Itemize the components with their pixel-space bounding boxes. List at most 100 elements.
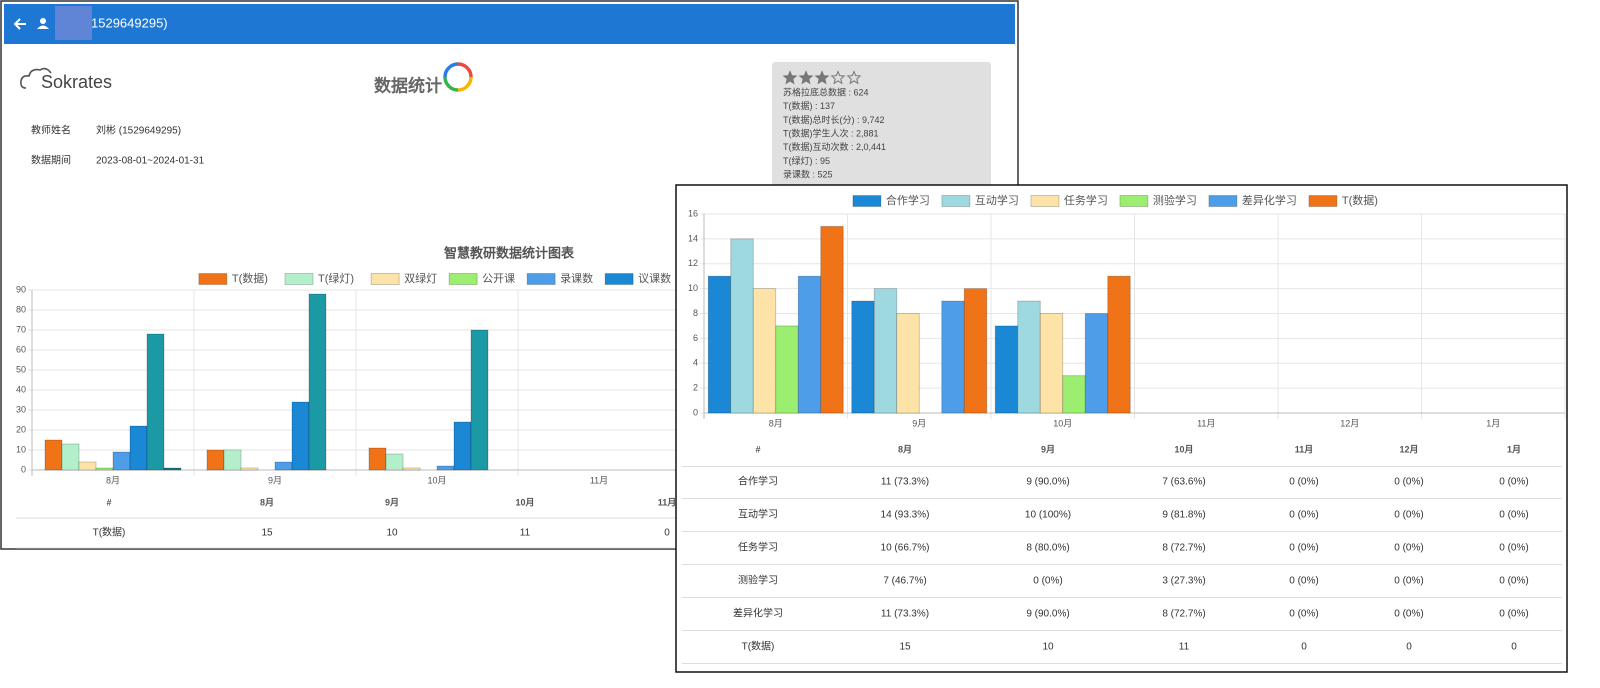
legend-label: 议课数 (638, 272, 671, 285)
table-cell: 9 (81.8%) (1162, 510, 1205, 521)
table-cell: 0 (0%) (1499, 576, 1528, 587)
bar (240, 467, 259, 471)
app-bar (4, 4, 1015, 44)
legend-label: T(数据) (1342, 193, 1378, 207)
bar (112, 451, 131, 471)
y-tick-label: 50 (16, 364, 26, 374)
table-cell: 10 (66.7%) (881, 543, 930, 554)
legend-swatch (526, 273, 556, 285)
table-cell: 0 (0%) (1499, 609, 1528, 620)
bar (994, 325, 1019, 414)
table-header: 9月 (385, 497, 399, 507)
table-cell: 0 (0%) (1033, 576, 1062, 587)
bar (146, 333, 165, 471)
y-tick-label: 10 (688, 283, 698, 293)
bar (61, 443, 80, 471)
y-tick-label: 6 (693, 333, 698, 343)
table-cell: 0 (0%) (1289, 543, 1318, 554)
y-tick-label: 90 (16, 284, 26, 294)
x-tick-label: 11月 (590, 475, 608, 485)
bar (941, 300, 965, 414)
bar (963, 288, 988, 414)
table-cell: 测验学习 (738, 574, 778, 587)
stats-panel (772, 62, 991, 202)
table-cell: 0 (0%) (1499, 543, 1528, 554)
legend-label: T(数据) (232, 271, 268, 285)
table-cell: 9 (90.0%) (1026, 609, 1069, 620)
table-cell: 0 (0%) (1289, 609, 1318, 620)
table-cell: 8 (80.0%) (1026, 543, 1069, 554)
y-tick-label: 8 (693, 308, 698, 318)
logo-text: Sokrates (41, 72, 112, 92)
y-tick-label: 40 (16, 384, 26, 394)
bar (873, 288, 898, 414)
x-tick-label: 10月 (427, 475, 446, 485)
table-cell: T(数据) (93, 526, 126, 539)
bar (223, 449, 242, 471)
table-cell: 0 (0%) (1394, 576, 1423, 587)
bar (163, 467, 182, 471)
bar (385, 453, 404, 471)
table-cell: 10 (100%) (1025, 510, 1071, 521)
table-header: 10月 (1174, 444, 1193, 454)
x-tick-label: 8月 (769, 418, 783, 428)
info-value: 2023-08-01~2024-01-31 (96, 156, 205, 167)
bar (1084, 313, 1109, 414)
table-cell: 11 (73.3%) (881, 609, 929, 620)
info-value: 刘彬 (1529649295) (96, 124, 181, 137)
table-cell: 7 (63.6%) (1162, 477, 1205, 488)
stat-line: T(数据)总时长(分) : 9,742 (783, 114, 885, 125)
rating (782, 70, 862, 85)
table-header: # (755, 444, 760, 454)
back-button[interactable] (13, 18, 26, 30)
legend-label: 公开课 (482, 272, 515, 285)
table-cell: 0 (0%) (1499, 477, 1528, 488)
bar (78, 461, 97, 471)
table-cell: 11 (73.3%) (881, 477, 929, 488)
legend-label: 互动学习 (975, 193, 1019, 207)
window-frame (675, 184, 1568, 673)
table-cell: 0 (1511, 642, 1517, 653)
table-cell: 8 (72.7%) (1162, 543, 1205, 554)
table-cell: 0 (0%) (1394, 510, 1423, 521)
stats-list: 苏格拉底总数据 : 624 T(数据) : 137 T(数据)总时长(分) : 9,… (783, 86, 886, 179)
bar (368, 447, 387, 471)
app-bar-title: 1529649295) (91, 15, 168, 30)
table-cell: 0 (0%) (1394, 609, 1423, 620)
legend-swatch (604, 273, 634, 285)
bar (402, 467, 421, 471)
table-cell: 0 (0%) (1289, 576, 1318, 587)
rating-star (782, 70, 798, 85)
bar (775, 325, 799, 414)
table-cell: 差异化学习 (733, 607, 783, 620)
legend-label: 双绿灯 (404, 271, 437, 285)
x-tick-label: 1月 (1486, 418, 1500, 428)
table-header: 9月 (1041, 444, 1055, 454)
table-header: 11月 (1295, 444, 1314, 454)
y-tick-label: 30 (16, 404, 26, 414)
table-cell: 11 (520, 528, 531, 539)
bar (896, 313, 920, 414)
y-tick-label: 16 (688, 208, 698, 218)
legend-swatch (1308, 195, 1338, 207)
bar (274, 461, 293, 471)
table-cell: 0 (0%) (1289, 477, 1318, 488)
legend-label: 合作学习 (886, 193, 930, 207)
rating-star (846, 70, 862, 85)
bar (1017, 300, 1041, 414)
bar (308, 293, 327, 471)
table-cell: 0 (1406, 642, 1412, 653)
stat-line: T(数据)学生人次 : 2,881 (783, 127, 879, 138)
legend-swatch (1030, 195, 1060, 207)
table-cell: 10 (1042, 642, 1054, 653)
y-tick-label: 80 (16, 304, 26, 314)
x-tick-label: 9月 (912, 418, 926, 428)
table-header: 10月 (515, 497, 534, 507)
table-cell: 10 (386, 528, 398, 539)
table-cell: 0 (0%) (1499, 510, 1528, 521)
bar (797, 275, 822, 414)
y-tick-label: 20 (16, 424, 26, 434)
legend-swatch (852, 195, 882, 207)
